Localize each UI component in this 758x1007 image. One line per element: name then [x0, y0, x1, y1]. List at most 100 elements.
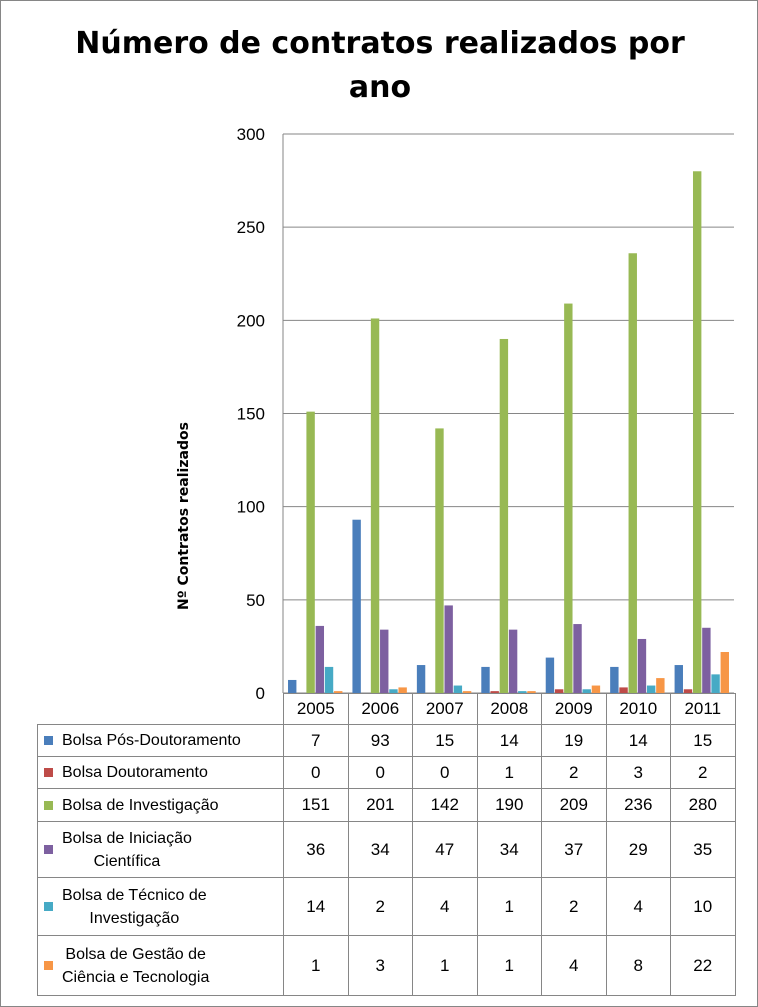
bar — [702, 627, 711, 693]
y-tick-label: 150 — [237, 405, 265, 424]
legend-label: Bolsa de Iniciação Científica — [62, 829, 192, 870]
table-cell-value: 280 — [670, 788, 736, 822]
legend-label: Bolsa Pós-Doutoramento — [62, 732, 241, 749]
legend-entry: Bolsa de Iniciação Científica — [37, 821, 284, 878]
bar — [637, 638, 647, 693]
legend-swatch-icon — [44, 800, 53, 810]
legend-entry: Bolsa de Gestão de Ciência e Tecnologia — [37, 935, 284, 996]
bar — [481, 666, 490, 693]
table-cell-value: 201 — [347, 788, 413, 822]
table-cell-value: 0 — [283, 756, 349, 789]
legend-swatch-icon — [44, 902, 53, 911]
bar — [389, 689, 398, 693]
table-cell-value: 22 — [670, 935, 736, 996]
bar — [610, 666, 619, 693]
table-cell-value: 1 — [476, 877, 542, 936]
table-cell-value: 2 — [347, 877, 413, 936]
table-row: Bolsa de Investigação 151 201 142 190 209 236 2… — [37, 788, 736, 822]
table-row: Bolsa Doutoramento 0 0 0 1 2 3 2 — [37, 756, 736, 789]
y-tick-label: 200 — [237, 311, 265, 330]
table-row: Bolsa de Técnico de Investigação 14 2 4 1 2 4 1… — [37, 877, 736, 936]
table-cell-value: 236 — [605, 788, 671, 822]
bar — [683, 689, 693, 693]
bar — [288, 679, 297, 693]
table-cell-value: 10 — [670, 877, 736, 936]
table-cell-value: 142 — [412, 788, 478, 822]
bar — [416, 665, 426, 693]
bar — [499, 338, 509, 693]
bar — [324, 666, 334, 693]
table-header-row: 2005 2006 2007 2008 2009 2010 2011 — [37, 693, 736, 725]
bar — [628, 253, 637, 693]
x-tick-label: 2010 — [605, 693, 671, 725]
table-cell-value: 209 — [541, 788, 607, 822]
chart-title: Número de contratos realizados por ano — [75, 26, 685, 105]
bar — [315, 625, 325, 693]
bar — [352, 519, 361, 693]
bar — [370, 318, 380, 693]
table-cell-value: 37 — [541, 821, 607, 878]
table-cell-value: 151 — [283, 788, 349, 822]
y-tick-label: 50 — [246, 591, 265, 610]
table-cell-value: 4 — [412, 877, 478, 936]
table-cell-value: 93 — [347, 724, 413, 757]
table-cell-value: 34 — [476, 821, 542, 878]
legend-label: Bolsa de Técnico de Investigação — [62, 886, 207, 927]
y-tick-label: 300 — [237, 125, 265, 144]
table-cell-value: 0 — [347, 756, 413, 789]
table-cell-value: 1 — [412, 935, 478, 996]
x-tick-label: 2006 — [347, 693, 413, 725]
bar — [720, 652, 729, 693]
bar — [435, 428, 444, 693]
table-row: Bolsa Pós-Doutoramento 7 93 15 14 19 14 15 — [37, 724, 736, 757]
table-cell-value: 2 — [541, 877, 607, 936]
table-cell-value: 3 — [347, 935, 413, 996]
bar — [582, 689, 591, 693]
table-cell-value: 2 — [670, 756, 736, 789]
legend-label: Bolsa de Gestão de Ciência e Tecnologia — [62, 945, 210, 986]
table-cell-value: 14 — [283, 877, 349, 936]
bar — [692, 171, 702, 693]
bar — [564, 303, 573, 693]
bar — [646, 685, 656, 693]
x-tick-label: 2008 — [476, 693, 542, 725]
legend-swatch-icon — [44, 845, 53, 854]
bar-chart-plot: 0 50 100 150 200 250 300 — [237, 125, 734, 700]
y-tick-label: 100 — [237, 498, 265, 517]
bar — [573, 624, 582, 693]
table-row: Bolsa de Gestão de Ciência e Tecnologia 1… — [37, 935, 736, 996]
legend-entry: Bolsa de Técnico de Investigação — [37, 877, 284, 936]
bar — [380, 629, 389, 693]
table-cell-value: 4 — [541, 935, 607, 996]
legend-entry: Bolsa Doutoramento — [37, 756, 284, 789]
bar — [545, 657, 555, 693]
table-cell-value: 14 — [605, 724, 671, 757]
y-tick-label: 250 — [237, 218, 265, 237]
x-tick-label: 2009 — [541, 693, 607, 725]
bar — [490, 691, 499, 693]
legend-entry: Bolsa de Investigação — [37, 788, 284, 822]
bar — [554, 689, 564, 693]
bar — [711, 674, 720, 693]
bar — [674, 665, 683, 693]
table-cell-value: 3 — [605, 756, 671, 789]
table-cell-value: 7 — [283, 724, 349, 757]
x-tick-label: 2005 — [283, 693, 349, 725]
table-cell-value: 29 — [605, 821, 671, 878]
legend-label: Bolsa de Investigação — [62, 796, 219, 814]
table-cell-value: 19 — [541, 724, 607, 757]
bar — [508, 629, 518, 693]
legend-swatch-icon — [44, 961, 53, 970]
bar — [398, 687, 407, 693]
legend-entry: Bolsa Pós-Doutoramento — [37, 724, 284, 757]
legend-swatch-icon — [44, 768, 53, 777]
table-cell-value: 0 — [412, 756, 478, 789]
table-cell-value: 36 — [283, 821, 349, 878]
bar — [462, 691, 472, 693]
table-cell-value: 47 — [412, 821, 478, 878]
bar — [591, 685, 601, 693]
table-cell-value: 35 — [670, 821, 736, 878]
table-cell-value: 4 — [605, 877, 671, 936]
bar — [334, 691, 343, 693]
y-tick-label: 0 — [256, 684, 265, 700]
